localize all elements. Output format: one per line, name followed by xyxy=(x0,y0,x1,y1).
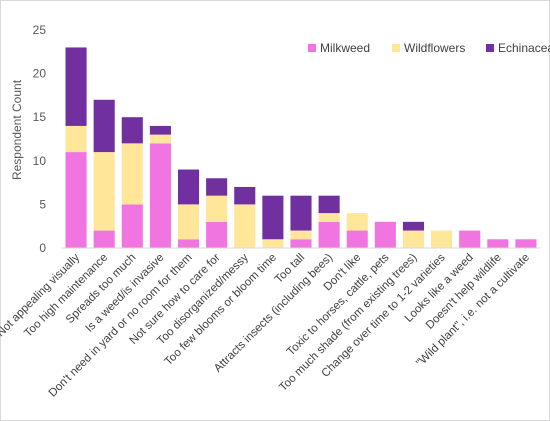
bar-segment-echinacea xyxy=(290,195,312,231)
bar-segment-wildflowers xyxy=(431,230,453,248)
bar-segment-wildflowers xyxy=(177,204,200,240)
bar-segment-wildflowers xyxy=(346,213,368,231)
bar-segment-wildflowers xyxy=(318,213,340,222)
bar-segment-echinacea xyxy=(262,195,284,240)
bar-segment-wildflowers xyxy=(290,230,312,240)
bar-segment-milkweed xyxy=(65,152,87,248)
legend-label-wildflowers: Wildflowers xyxy=(404,41,465,55)
bar-segment-milkweed xyxy=(93,230,115,248)
bar-segment-wildflowers xyxy=(93,152,115,231)
bar-segment-wildflowers xyxy=(149,134,171,144)
bar-segment-milkweed xyxy=(515,239,537,248)
y-axis: 0 5 10 15 20 25 xyxy=(33,23,47,255)
bar-segment-milkweed xyxy=(318,221,340,248)
bar-segment-echinacea xyxy=(177,169,200,205)
legend-label-echinacea: Echinacea xyxy=(498,41,550,55)
bar-segment-milkweed xyxy=(459,230,481,248)
y-tick-label: 20 xyxy=(33,67,47,81)
bar-segment-wildflowers xyxy=(262,239,284,248)
bar-segment-wildflowers xyxy=(206,195,228,222)
legend-swatch-wildflowers xyxy=(392,44,400,52)
bar-segment-wildflowers xyxy=(234,204,256,248)
bar-segment-milkweed xyxy=(206,221,228,248)
bar-segment-echinacea xyxy=(234,186,256,205)
y-tick-label: 15 xyxy=(33,110,47,124)
bar-segment-milkweed xyxy=(149,143,171,248)
legend-swatch-milkweed xyxy=(308,44,316,52)
bar-segment-milkweed xyxy=(374,221,396,248)
bar-segment-echinacea xyxy=(318,195,340,214)
y-tick-label: 25 xyxy=(33,23,47,37)
bar-segment-wildflowers xyxy=(121,143,143,205)
bar-segment-milkweed xyxy=(121,204,143,248)
y-axis-label: Respondent Count xyxy=(10,79,24,180)
legend: Milkweed Wildflowers Echinacea xyxy=(308,41,550,55)
bars xyxy=(65,47,537,248)
bar-segment-echinacea xyxy=(149,125,171,135)
bar-segment-echinacea xyxy=(206,178,228,196)
bar-segment-wildflowers xyxy=(65,125,87,153)
bar-segment-milkweed xyxy=(290,239,312,248)
bar-segment-echinacea xyxy=(121,117,143,144)
y-tick-label: 10 xyxy=(33,154,47,168)
bar-segment-echinacea xyxy=(402,221,425,231)
bar-segment-milkweed xyxy=(346,230,368,248)
bar-segment-echinacea xyxy=(65,47,87,126)
y-tick-label: 5 xyxy=(39,197,46,211)
bar-segment-milkweed xyxy=(487,239,509,248)
bar-segment-wildflowers xyxy=(402,230,425,248)
bar-segment-echinacea xyxy=(93,99,115,153)
legend-swatch-echinacea xyxy=(486,44,494,52)
legend-label-milkweed: Milkweed xyxy=(320,41,370,55)
bar-segment-milkweed xyxy=(177,239,200,248)
y-tick-label: 0 xyxy=(39,241,46,255)
